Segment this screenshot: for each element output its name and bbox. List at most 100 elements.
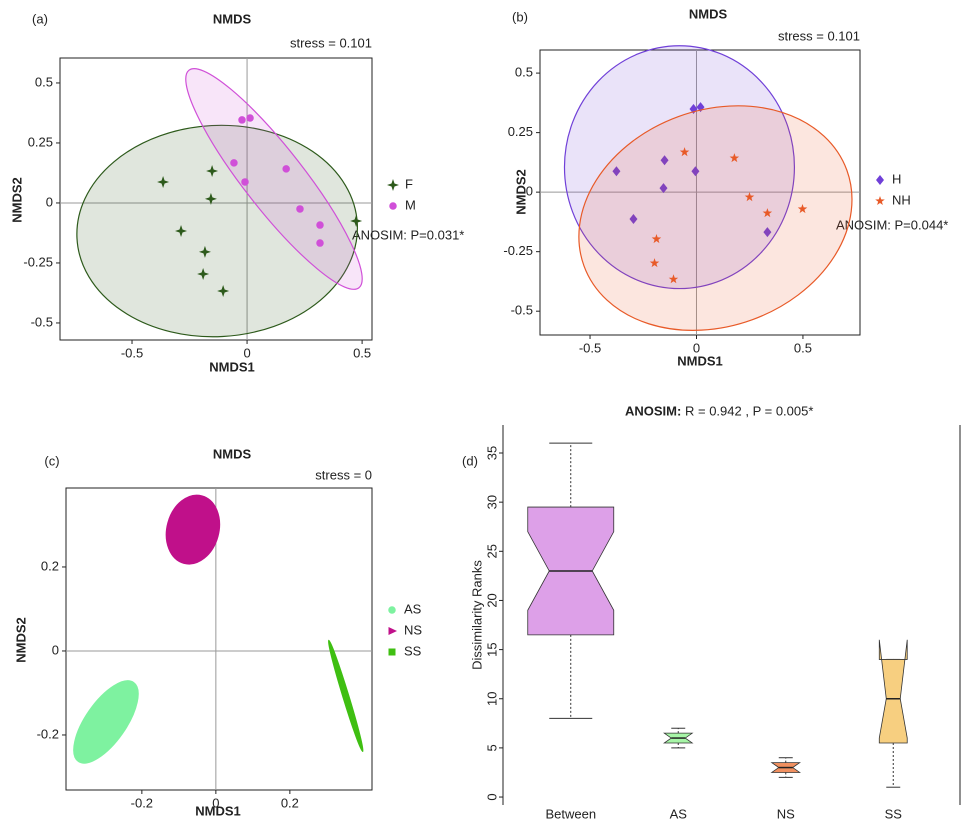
legend-label: F — [405, 176, 413, 191]
legend-label: M — [405, 197, 416, 212]
point — [238, 116, 246, 124]
group-ellipse — [185, 68, 363, 290]
point — [204, 192, 217, 205]
point — [744, 192, 755, 202]
x-tick-label: 0.5 — [353, 345, 371, 360]
panel-label: (d) — [462, 453, 478, 468]
stress-label: stress = 0.101 — [778, 28, 860, 43]
y-tick-label: 0.5 — [35, 74, 53, 89]
legend-marker — [388, 627, 397, 635]
point — [729, 153, 740, 163]
y-tick-label: 10 — [484, 692, 499, 706]
y-tick-label: 0 — [484, 793, 499, 800]
y-axis-label: NMDS2 — [13, 617, 28, 663]
panel-label: (c) — [44, 453, 59, 468]
legend-marker — [876, 175, 884, 185]
point — [350, 214, 363, 227]
point — [651, 234, 662, 244]
y-tick-label: 15 — [484, 642, 499, 656]
x-tick-label: -0.2 — [131, 795, 153, 810]
point — [679, 147, 690, 157]
legend-marker — [875, 196, 885, 205]
point — [157, 175, 170, 188]
chart-subtitle: R = 0.942 , P = 0.005* — [685, 403, 813, 418]
chart-title: NMDS — [213, 11, 252, 26]
point — [217, 285, 230, 298]
group-ellipse — [76, 124, 359, 338]
legend-label: AS — [404, 601, 422, 616]
plot-frame — [65, 487, 373, 791]
chart-title: NMDS — [689, 6, 728, 21]
x-tick-label: -0.5 — [579, 340, 601, 355]
anosim-label: ANOSIM: P=0.044* — [836, 217, 948, 232]
point — [797, 204, 808, 214]
x-tick-label: 0 — [212, 795, 219, 810]
group-ellipse — [578, 105, 853, 331]
point — [762, 208, 773, 218]
x-tick-label: Between — [545, 806, 596, 821]
x-axis-label: NMDS1 — [195, 803, 241, 818]
y-tick-label: 0.2 — [41, 558, 59, 573]
group-ellipse — [563, 45, 796, 290]
point — [175, 225, 188, 238]
y-tick-label: 0.25 — [508, 124, 533, 139]
x-axis-label: NMDS1 — [677, 353, 723, 368]
legend-label: NH — [892, 192, 911, 207]
x-tick-label: AS — [670, 806, 688, 821]
chart-title: NMDS — [213, 446, 252, 461]
x-tick-label: NS — [777, 806, 795, 821]
point — [659, 183, 668, 194]
x-tick-label: 0 — [243, 345, 250, 360]
y-tick-label: -0.2 — [37, 726, 59, 741]
y-axis-label: NMDS2 — [513, 169, 528, 215]
x-tick-label: 0.2 — [281, 795, 299, 810]
chart-title: ANOSIM: — [625, 403, 681, 418]
point — [197, 268, 210, 280]
y-tick-label: 20 — [484, 593, 499, 607]
point — [763, 227, 772, 238]
legend-label: NS — [404, 622, 422, 637]
x-tick-label: 0 — [693, 340, 700, 355]
y-tick-label: 25 — [484, 544, 499, 558]
y-tick-label: -0.25 — [23, 254, 53, 269]
y-tick-label: 35 — [484, 446, 499, 460]
legend-marker — [389, 202, 397, 210]
point — [206, 165, 219, 178]
y-tick-label: 0 — [52, 642, 59, 657]
y-tick-label: 5 — [484, 744, 499, 751]
group-ellipse — [165, 494, 221, 565]
point — [316, 239, 324, 247]
point — [246, 114, 254, 122]
y-tick-label: 0 — [46, 194, 53, 209]
y-tick-label: 0 — [526, 184, 533, 199]
panel-label: (a) — [32, 11, 48, 26]
stress-label: stress = 0.101 — [290, 35, 372, 50]
legend-marker — [387, 179, 399, 191]
y-axis-label: Dissimilarity Ranks — [469, 560, 484, 670]
point — [691, 166, 700, 177]
point — [282, 165, 290, 173]
point — [316, 221, 324, 229]
legend-label: H — [892, 171, 901, 186]
point — [660, 155, 669, 166]
legend-marker — [388, 648, 396, 656]
y-tick-label: 0.25 — [28, 134, 53, 149]
stress-label: stress = 0 — [315, 467, 372, 482]
y-tick-label: 0.5 — [515, 65, 533, 80]
point — [629, 214, 638, 225]
y-axis-label: NMDS2 — [9, 177, 24, 223]
point — [296, 205, 304, 213]
y-tick-label: -0.25 — [503, 243, 533, 258]
x-axis-label: NMDS1 — [209, 359, 255, 374]
group-ellipse — [73, 680, 139, 764]
box-body — [878, 639, 908, 744]
group-ellipse — [327, 639, 364, 753]
x-tick-label: 0.5 — [794, 340, 812, 355]
x-tick-label: SS — [885, 806, 903, 821]
plot-frame — [59, 57, 373, 341]
y-tick-label: -0.5 — [511, 303, 533, 318]
point — [668, 274, 679, 284]
y-tick-label: 30 — [484, 495, 499, 509]
x-tick-label: -0.5 — [121, 345, 143, 360]
